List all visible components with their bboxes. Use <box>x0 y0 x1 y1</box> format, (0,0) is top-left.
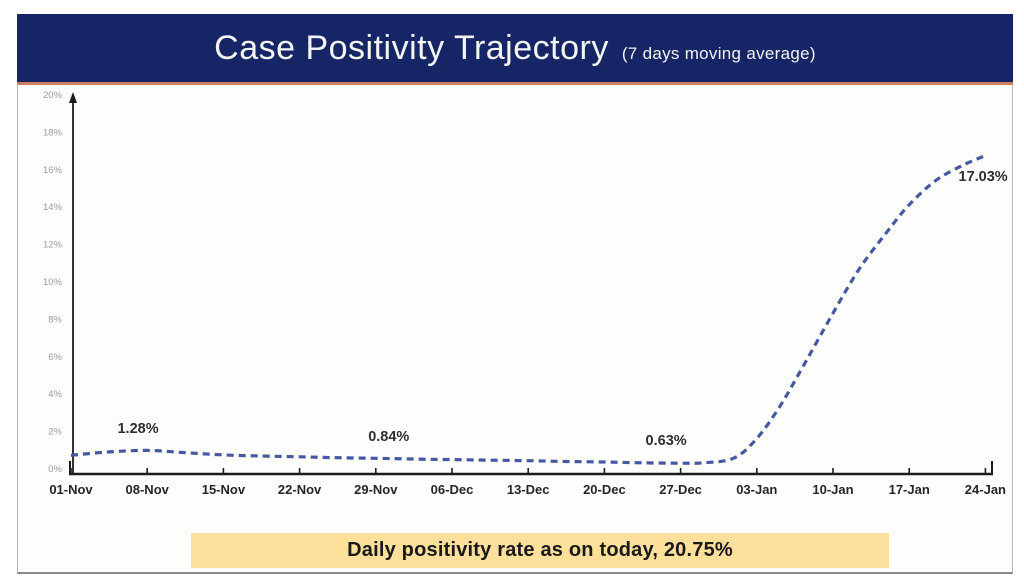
series-line-case-positivity-7dma <box>70 154 987 465</box>
y-axis-arrow-icon <box>69 92 77 103</box>
y-axis-tick-label: 10% <box>43 277 63 288</box>
x-axis-tick-label: 01-Nov <box>49 482 93 497</box>
x-axis-tick-label: 10-Jan <box>812 482 853 497</box>
x-axis-tick-label: 27-Dec <box>659 482 702 497</box>
y-axis-tick-label: 6% <box>48 352 62 363</box>
page-title: Case Positivity Trajectory (7 days movin… <box>214 29 816 68</box>
chart-canvas: 01-Nov 08-Nov 15-Nov 22-Nov 29-Nov 06-Dec 13-D… <box>43 90 1008 497</box>
summary-banner: Daily positivity rate as on today, 20.75… <box>191 533 889 568</box>
y-axis-tick-label: 0% <box>48 464 62 475</box>
data-label: 17.03% <box>959 169 1008 185</box>
x-axis-tick-label: 08-Nov <box>126 482 170 497</box>
data-label: 0.63% <box>646 433 687 449</box>
y-axis-tick-label: 8% <box>48 314 62 325</box>
x-axis-tick-label: 29-Nov <box>354 482 398 497</box>
title-subtitle: (7 days moving average) <box>621 43 816 63</box>
data-label: 1.28% <box>117 421 158 437</box>
y-axis-tick-label: 20% <box>43 90 63 101</box>
x-axis-tick-label: 15-Nov <box>202 482 246 497</box>
data-label: 0.84% <box>368 429 409 445</box>
x-axis-tick-label: 17-Jan <box>889 482 930 497</box>
y-axis-tick-label: 12% <box>43 240 63 251</box>
x-axis-tick-label: 20-Dec <box>583 482 626 497</box>
x-axis-tick-label: 03-Jan <box>736 482 777 497</box>
x-axis-tick-label: 06-Dec <box>431 482 474 497</box>
chart-panel: 01-Nov 08-Nov 15-Nov 22-Nov 29-Nov 06-Dec 13-D… <box>17 85 1013 574</box>
y-axis-tick-label: 2% <box>48 427 62 438</box>
x-axis-tick-label: 13-Dec <box>507 482 550 497</box>
banner-text: Daily positivity rate as on today, 20.75… <box>347 539 733 561</box>
y-axis-tick-label: 14% <box>43 202 63 213</box>
header-bar: Case Positivity Trajectory (7 days movin… <box>17 14 1013 82</box>
y-axis-tick-label: 18% <box>43 127 63 138</box>
title-text: Case Positivity Trajectory <box>214 28 609 67</box>
x-axis-tick-label: 24-Jan <box>965 482 1006 497</box>
y-axis-tick-label: 4% <box>48 389 62 400</box>
y-axis-tick-label: 16% <box>43 165 63 176</box>
accent-divider <box>17 82 1013 85</box>
x-axis-tick-label: 22-Nov <box>278 482 322 497</box>
